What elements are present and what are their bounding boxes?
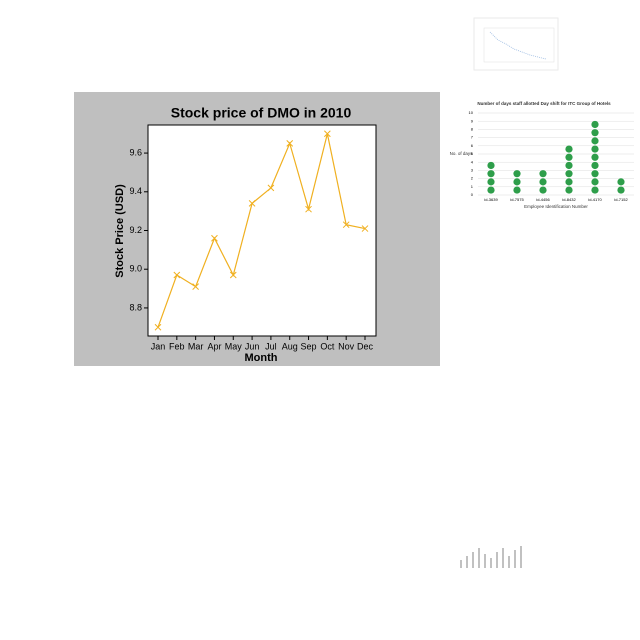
dot	[487, 170, 495, 178]
y-tick-label: 7	[471, 135, 474, 140]
dot	[487, 161, 495, 170]
x-tick-label: Jul	[265, 341, 277, 351]
dot	[513, 170, 521, 178]
dot	[487, 178, 495, 186]
dot-stack	[617, 178, 625, 194]
chart-title: Number of days staff allotted Day shift …	[477, 101, 611, 106]
y-tick-label: 5	[471, 151, 474, 156]
x-tick-label: id-4456	[536, 197, 550, 202]
dot	[591, 145, 599, 153]
marker	[361, 225, 369, 232]
dot	[591, 137, 599, 145]
x-tick-label: id-7575	[510, 197, 524, 202]
plot-area	[147, 124, 377, 337]
marker	[248, 200, 256, 207]
marker	[229, 271, 237, 279]
x-tick-label: Sep	[301, 341, 317, 351]
dot	[591, 178, 599, 186]
dot	[539, 186, 547, 194]
x-tick-label: Mar	[188, 341, 204, 351]
marker	[173, 271, 181, 279]
dot-stack	[487, 161, 495, 194]
x-tick-label: Jun	[245, 341, 260, 351]
dot-stack	[591, 120, 599, 194]
dot	[487, 186, 495, 194]
marker	[305, 205, 312, 213]
dot	[565, 170, 573, 178]
y-tick-label: 9.6	[129, 147, 142, 157]
y-axis-label: No. of days	[450, 151, 474, 156]
dot-stack	[539, 170, 547, 194]
line	[157, 133, 366, 328]
y-tick-label: 0	[471, 192, 474, 197]
dot	[565, 186, 573, 194]
x-tick-label: Oct	[320, 341, 335, 351]
dot	[565, 178, 573, 186]
y-tick-label: 1	[471, 184, 474, 189]
dot	[565, 153, 573, 161]
x-tick-label: Aug	[282, 341, 298, 351]
dot	[591, 161, 599, 170]
x-tick-label: Jan	[151, 341, 166, 351]
marker	[211, 234, 218, 242]
thumbnail-top	[473, 17, 559, 71]
dot	[591, 120, 599, 129]
x-tick-label: Feb	[169, 341, 185, 351]
x-tick-label: Dec	[357, 341, 374, 351]
marker	[342, 221, 350, 229]
dot	[591, 170, 599, 178]
x-tick-label: id-3639	[484, 197, 498, 202]
dot	[591, 186, 599, 194]
dot	[565, 161, 573, 170]
y-tick-label: 9.4	[129, 186, 142, 196]
y-tick-label: 3	[471, 167, 474, 172]
y-tick-label: 4	[471, 159, 474, 164]
dot	[565, 145, 573, 153]
x-axis-label: Employee Identification Number	[524, 204, 588, 209]
y-tick-label: 8	[471, 126, 474, 131]
x-tick-label: id-8432	[562, 197, 576, 202]
x-tick-label: May	[225, 341, 243, 351]
dot-stack	[565, 145, 573, 194]
marker	[286, 140, 294, 147]
x-tick-label: id-7152	[614, 197, 628, 202]
x-tick-label: id-4170	[588, 197, 602, 202]
chart-title: Stock price of DMO in 2010	[171, 105, 352, 121]
y-tick-label: 2	[471, 176, 474, 181]
marker	[267, 184, 275, 192]
y-tick-label: 9.2	[129, 225, 142, 235]
marker	[154, 323, 162, 331]
dot	[591, 153, 599, 161]
x-axis-label: Month	[245, 352, 278, 364]
x-tick-label: Apr	[207, 341, 221, 351]
marker	[192, 283, 199, 290]
dot	[513, 178, 521, 186]
dot	[617, 186, 625, 194]
dot-stack	[513, 170, 521, 194]
dot	[513, 186, 521, 194]
y-tick-label: 8.8	[129, 302, 142, 312]
marker	[324, 130, 331, 138]
dot	[539, 170, 547, 178]
y-tick-label: 9	[471, 118, 474, 123]
thumbnail-bottom	[448, 532, 530, 580]
dot	[591, 129, 599, 137]
dot	[617, 178, 625, 186]
y-tick-label: 10	[469, 110, 474, 115]
y-tick-label: 9.0	[129, 264, 142, 274]
dot	[539, 178, 547, 186]
y-tick-label: 6	[471, 143, 474, 148]
x-tick-label: Nov	[338, 341, 355, 351]
y-axis-label: Stock Price (USD)	[114, 184, 126, 278]
